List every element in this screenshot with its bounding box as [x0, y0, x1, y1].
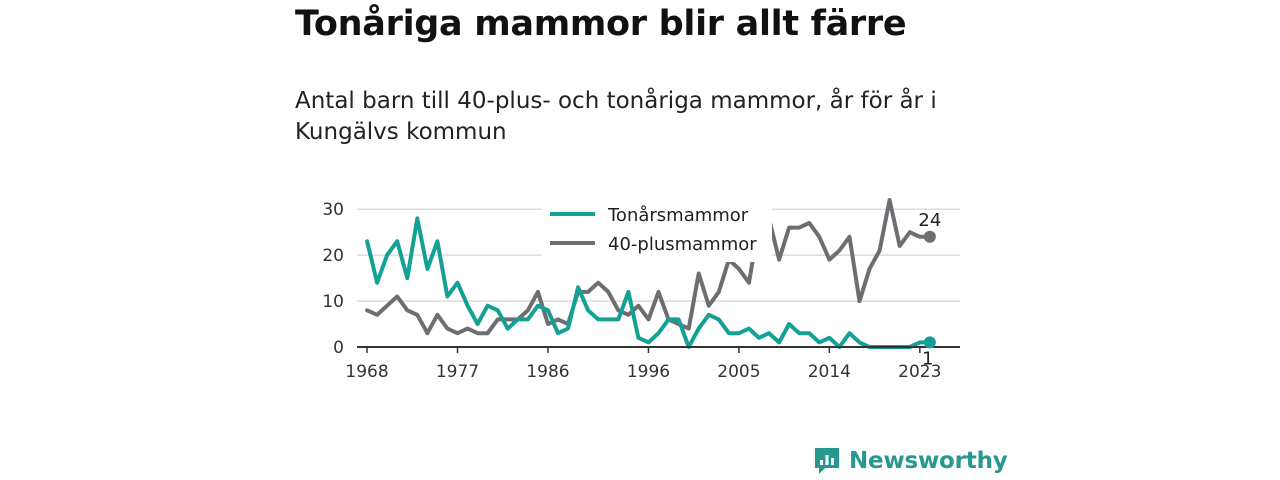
y-tick-label-10: 10	[322, 292, 344, 312]
legend-label-ton-rsmammor: Tonårsmammor	[607, 205, 749, 226]
legend-background	[542, 196, 772, 262]
chart-subtitle: Antal barn till 40-plus- och tonåriga ma…	[295, 88, 937, 145]
x-tick-label-1977: 1977	[436, 362, 479, 382]
y-tick-label-0: 0	[333, 338, 344, 358]
end-marker-40-plusmammor	[923, 230, 936, 243]
end-label-ton-rsmammor: 1	[922, 348, 933, 369]
chart-title: Tonåriga mammor blir allt färre	[295, 4, 907, 44]
x-tick-label-1968: 1968	[345, 362, 388, 382]
end-marker-ton-rsmammor	[923, 336, 936, 349]
x-tick-label-1996: 1996	[627, 362, 670, 382]
x-tick-label-1986: 1986	[526, 362, 569, 382]
newsworthy-logo-icon	[815, 448, 839, 474]
legend-label-40-plusmammor: 40-plusmammor	[608, 234, 757, 255]
x-tick-label-2023: 2023	[898, 362, 941, 382]
end-label-40-plusmammor: 24	[918, 210, 941, 231]
x-tick-label-2005: 2005	[717, 362, 760, 382]
brand-name: Newsworthy	[849, 448, 1008, 474]
y-tick-label-20: 20	[322, 246, 344, 266]
x-tick-label-2014: 2014	[808, 362, 851, 382]
brand-logo: Newsworthy	[813, 446, 1008, 476]
y-tick-label-30: 30	[322, 200, 344, 220]
